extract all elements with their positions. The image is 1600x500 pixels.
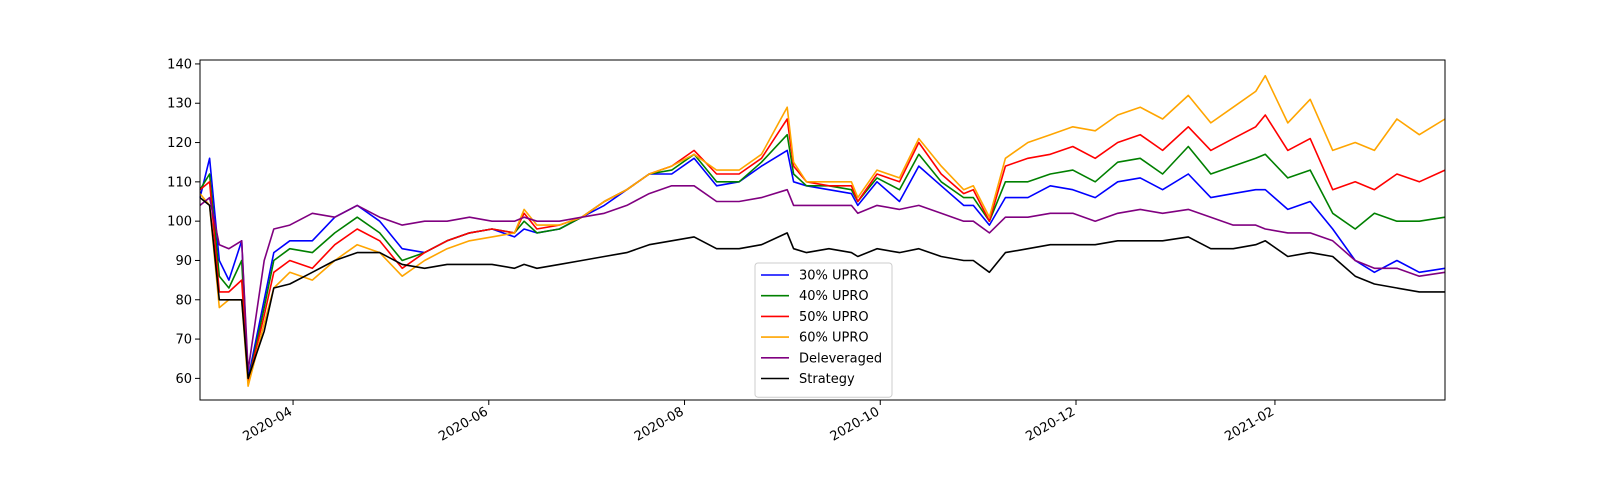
legend-label-3: 60% UPRO (799, 331, 869, 346)
series-line-1 (199, 133, 1446, 384)
legend-box (754, 262, 893, 398)
series-line-5 (199, 196, 1445, 380)
y-tick-label: 120 (167, 136, 192, 151)
y-tick-label: 110 (167, 175, 192, 190)
series-line-3 (199, 74, 1446, 388)
legend-label-5: Strategy (799, 372, 855, 387)
y-tick-label: 140 (167, 57, 192, 72)
series-layer (199, 74, 1446, 388)
y-tick-label: 130 (167, 97, 192, 112)
legend-label-4: Deleveraged (799, 351, 882, 366)
y-tick-label: 60 (175, 372, 192, 387)
y-tick-label: 80 (175, 293, 192, 308)
y-tick-label: 90 (175, 254, 192, 269)
legend: 30% UPRO 40% UPRO 50% UPRO 60% UPRO Delevera… (754, 262, 893, 398)
legend-label-1: 40% UPRO (799, 289, 869, 304)
y-tick-label: 100 (167, 215, 192, 230)
y-tick-label: 70 (175, 333, 192, 348)
y-axis: 60 70 80 90 100 110 120 130 140 (167, 57, 200, 387)
series-line-4 (199, 185, 1446, 372)
legend-label-2: 50% UPRO (799, 310, 869, 325)
legend-label-0: 30% UPRO (799, 269, 869, 284)
plot-frame (199, 59, 1446, 401)
series-line-2 (199, 114, 1446, 384)
